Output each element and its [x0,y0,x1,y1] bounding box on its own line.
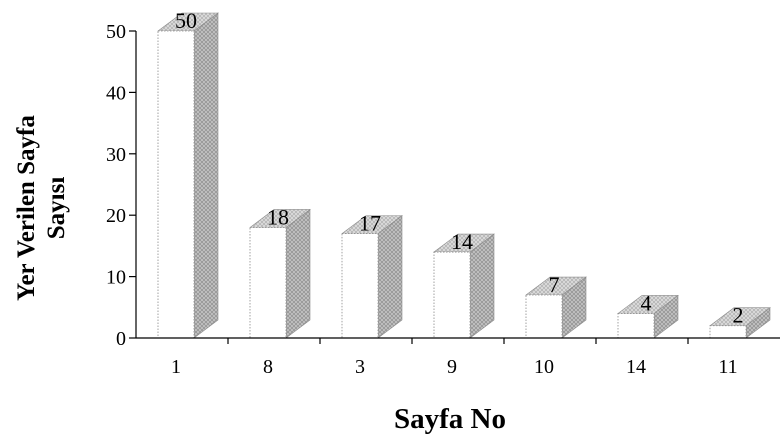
bar-side-face [377,215,403,339]
bar-side-face [285,208,311,339]
bar [157,12,219,339]
data-label: 2 [733,303,744,328]
bar-front-face [341,233,379,339]
y-tick-label: 0 [116,328,126,350]
bars-group [157,12,771,339]
x-tick-label: 10 [534,356,554,378]
data-label: 14 [451,229,473,254]
y-tick-label: 20 [106,205,126,227]
bar-front-face [525,294,563,339]
bar-front-face [249,227,287,339]
x-ticks-group: 1 8 3 9 10 14 11 [171,338,738,378]
data-label: 18 [267,204,289,229]
bar [709,307,771,339]
y-axis-title-line-1: Yer Verilen Sayfa [13,115,40,301]
bar [525,276,587,339]
bar-front-face [157,30,195,339]
y-tick-label: 30 [106,144,126,166]
bar [433,233,495,339]
data-label: 50 [175,8,197,33]
x-tick-label: 14 [626,356,646,378]
bar-side-face [193,12,219,339]
bar [617,294,679,339]
bar-front-face [617,313,655,339]
y-axis-title-line-2: Sayısı [43,177,70,240]
y-tick-label: 40 [106,82,126,104]
x-tick-label: 8 [263,356,273,378]
x-tick-label: 11 [718,356,737,378]
y-tick-label: 10 [106,267,126,289]
data-label: 7 [549,272,560,297]
y-tick-label: 50 [106,21,126,43]
data-labels-group: 50 18 17 14 7 4 2 [175,8,744,328]
y-ticks-group: 0 10 20 30 40 50 [106,21,136,350]
x-tick-label: 3 [355,356,365,378]
x-axis-title: Sayfa No [394,403,506,435]
data-label: 17 [359,211,381,236]
bar [249,208,311,339]
x-tick-label: 9 [447,356,457,378]
bar [341,215,403,339]
bar-front-face [433,251,471,339]
x-tick-label: 1 [171,356,181,378]
data-label: 4 [641,290,652,315]
